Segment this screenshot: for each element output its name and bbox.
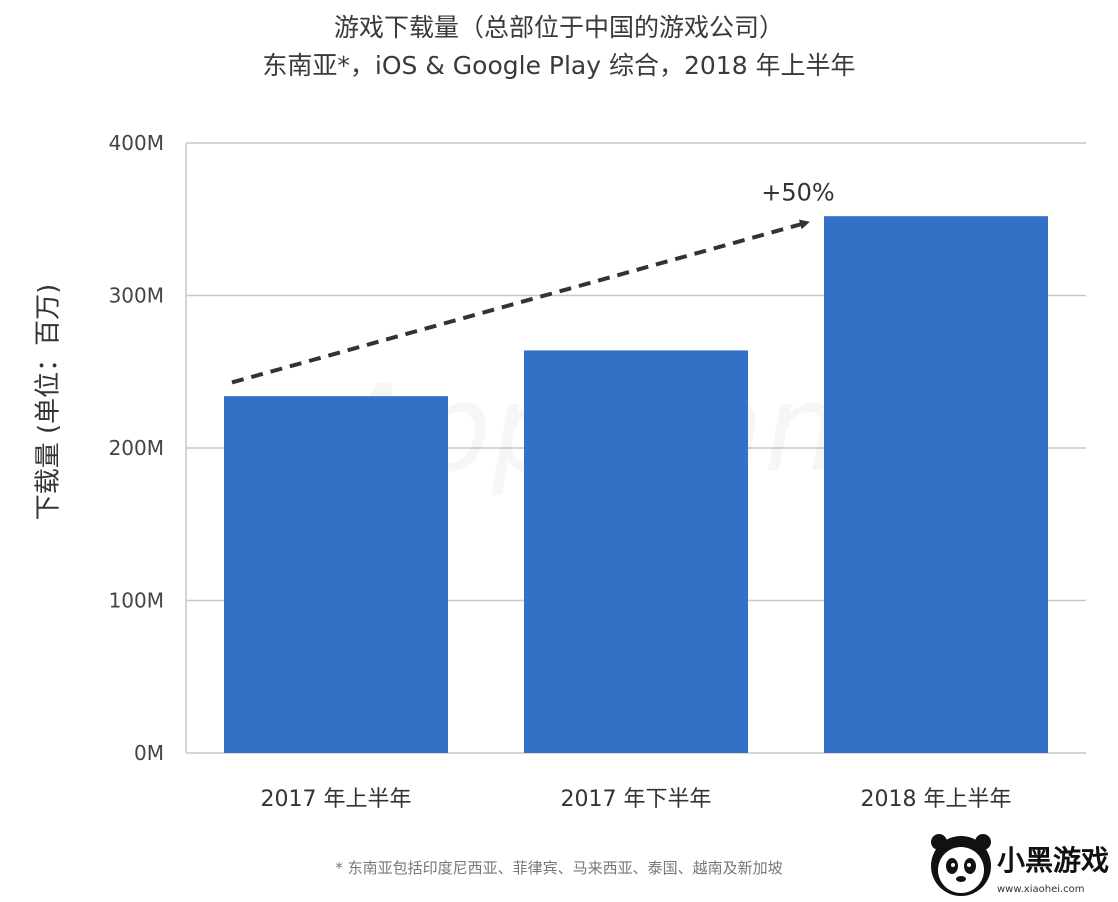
x-tick-label: 2017 年下半年 [561, 787, 712, 812]
bar [824, 216, 1048, 753]
y-tick-label: 400M [109, 131, 164, 155]
growth-annotation: +50% [761, 178, 834, 206]
chart-title: 游戏下载量（总部位于中国的游戏公司） [333, 13, 784, 42]
logo-text: 小黑游戏 [997, 844, 1109, 877]
panda-icon [931, 834, 991, 896]
y-tick-label: 0M [134, 741, 164, 765]
logo-url: www.xiaohei.com [997, 884, 1085, 895]
y-tick-label: 100M [109, 589, 164, 613]
y-tick-label: 300M [109, 284, 164, 308]
chart-subtitle: 东南亚*，iOS & Google Play 综合，2018 年上半年 [262, 51, 856, 80]
bar [524, 350, 748, 753]
bar [224, 396, 448, 753]
x-tick-label: 2017 年上半年 [261, 787, 412, 812]
x-tick-label: 2018 年上半年 [861, 787, 1012, 812]
logo: 小黑游戏 www.xiaohei.com [931, 834, 1109, 896]
y-tick-label: 200M [109, 436, 164, 460]
footnote: * 东南亚包括印度尼西亚、菲律宾、马来西亚、泰国、越南及新加坡 [335, 859, 783, 877]
